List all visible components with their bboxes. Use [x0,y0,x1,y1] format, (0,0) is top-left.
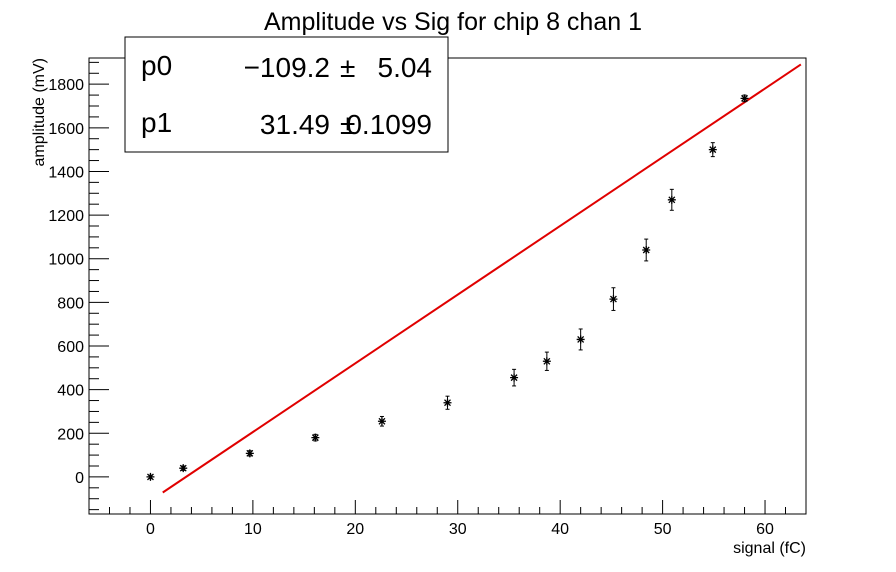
star-marker [510,373,519,382]
y-tick-label: 600 [57,339,84,356]
star-marker [576,335,585,344]
y-tick-label: 800 [57,295,84,312]
star-marker [609,295,618,304]
fit-param-error-p1: 0.1099 [346,109,432,140]
x-tick-label: 0 [146,521,155,538]
y-tick-label: 1200 [48,208,84,225]
fit-param-value-p0: −109.2 [244,52,330,83]
y-axis-label: amplitude (mV) [31,58,48,166]
y-tick-label: 1800 [48,77,84,94]
x-tick-label: 60 [756,521,774,538]
x-axis: 0 10 20 30 40 50 60 [88,500,807,538]
star-marker [311,433,320,442]
fit-param-pm-p1: ± [340,109,355,140]
fit-line-layer [162,63,802,494]
x-tick-label: 50 [654,521,672,538]
fit-stats-box: p0 −109.2 ± 5.04 p1 31.49 ± 0.1099 [124,36,449,153]
data-point [245,449,254,458]
star-marker [146,472,155,481]
data-point [146,472,155,481]
star-marker [179,464,188,473]
fit-param-error-p0: 5.04 [378,52,433,83]
data-point [642,238,651,262]
data-point [708,142,717,158]
y-tick-label: 1400 [48,164,84,181]
star-marker [443,398,452,407]
y-tick-label: 0 [75,470,84,487]
star-marker [667,195,676,204]
x-tick-label: 30 [449,521,467,538]
data-points-layer [146,94,749,481]
fit-stats-box-frame [124,36,449,153]
y-tick-label: 1000 [48,252,84,269]
star-marker [642,246,651,254]
fit-param-name-p0: p0 [141,50,172,81]
data-point [667,188,676,211]
y-tick-label: 1600 [48,121,84,138]
x-tick-label: 10 [244,521,262,538]
data-point [510,368,519,387]
data-point [311,433,320,442]
x-tick-label: 40 [551,521,569,538]
star-marker [542,357,551,366]
star-marker [740,94,749,103]
data-point [740,94,749,103]
star-marker [708,145,717,154]
x-tick-label: 20 [346,521,364,538]
fit-param-value-p1: 31.49 [260,109,330,140]
data-point [609,287,618,311]
y-axis: 0 200 400 600 800 1000 1200 1400 1600 1800 [48,61,109,511]
fit-param-pm-p0: ± [340,52,355,83]
data-point [179,464,188,473]
fit-param-name-p1: p1 [141,107,172,138]
fit-line [162,63,802,494]
star-marker [245,449,254,458]
y-tick-label: 200 [57,426,84,443]
data-point [377,415,386,427]
star-marker [377,417,386,426]
chart-title: Amplitude vs Sig for chip 8 chan 1 [264,8,642,36]
data-point [576,328,585,351]
data-point [443,395,452,410]
data-point [542,351,551,371]
x-axis-label: signal (fC) [733,540,806,557]
y-tick-label: 400 [57,383,84,400]
